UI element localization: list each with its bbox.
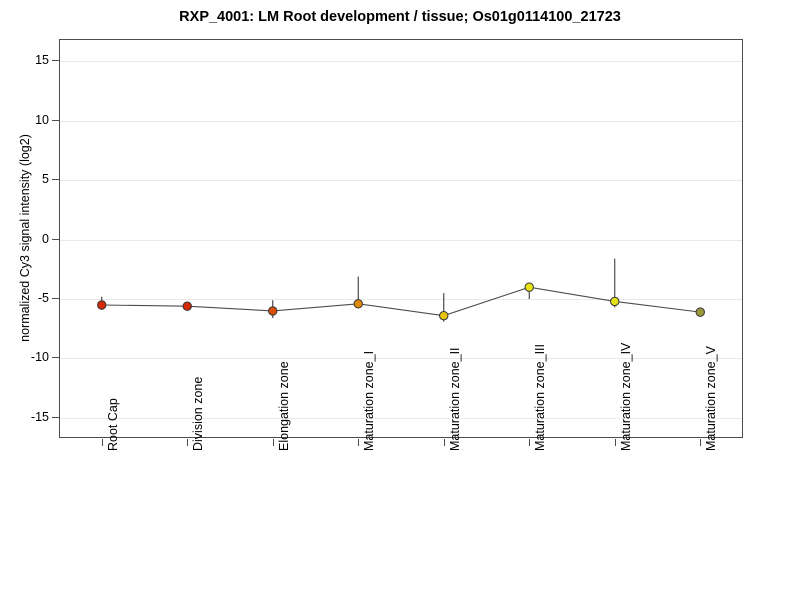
y-tick-label: -15: [30, 409, 49, 424]
x-tick-mark: [101, 439, 103, 446]
y-tick-label: -10: [30, 350, 49, 365]
x-tick-label: Maturation zone_III: [533, 343, 548, 451]
y-tick-mark: [52, 179, 59, 181]
x-tick-label: Elongation zone: [276, 361, 291, 451]
chart-title: RXP_4001: LM Root development / tissue; …: [179, 9, 621, 25]
y-tick-mark: [52, 416, 59, 418]
x-tick-mark: [529, 439, 531, 446]
y-tick-label: 10: [35, 112, 49, 127]
x-tick-mark: [614, 439, 616, 446]
y-tick-label: -5: [37, 290, 49, 305]
y-tick-mark: [52, 60, 59, 62]
x-tick-label: Maturation zone_II: [447, 347, 462, 451]
x-tick-label: Maturation zone_IV: [618, 342, 633, 451]
plot-area: [59, 39, 743, 438]
gridline-y: [60, 120, 742, 122]
x-tick-mark: [272, 439, 274, 446]
gridline-y: [60, 180, 742, 182]
y-tick-mark: [52, 357, 59, 359]
x-tick-label: Root Cap: [105, 398, 120, 451]
gridline-y: [60, 358, 742, 360]
y-tick-label: 5: [42, 172, 49, 187]
y-tick-mark: [52, 238, 59, 240]
y-tick-label: 15: [35, 53, 49, 68]
x-tick-label: Division zone: [191, 376, 206, 451]
x-tick-mark: [187, 439, 189, 446]
gridline-y: [60, 61, 742, 63]
y-tick-label: 0: [42, 231, 49, 246]
x-tick-label: Maturation zone_I: [362, 350, 377, 451]
y-tick-mark: [52, 297, 59, 299]
gridline-y: [60, 239, 742, 241]
x-tick-mark: [443, 439, 445, 446]
x-tick-label: Maturation zone_V: [704, 346, 719, 451]
y-tick-mark: [52, 119, 59, 121]
x-tick-mark: [358, 439, 360, 446]
gridline-y: [60, 417, 742, 419]
x-tick-mark: [700, 439, 702, 446]
